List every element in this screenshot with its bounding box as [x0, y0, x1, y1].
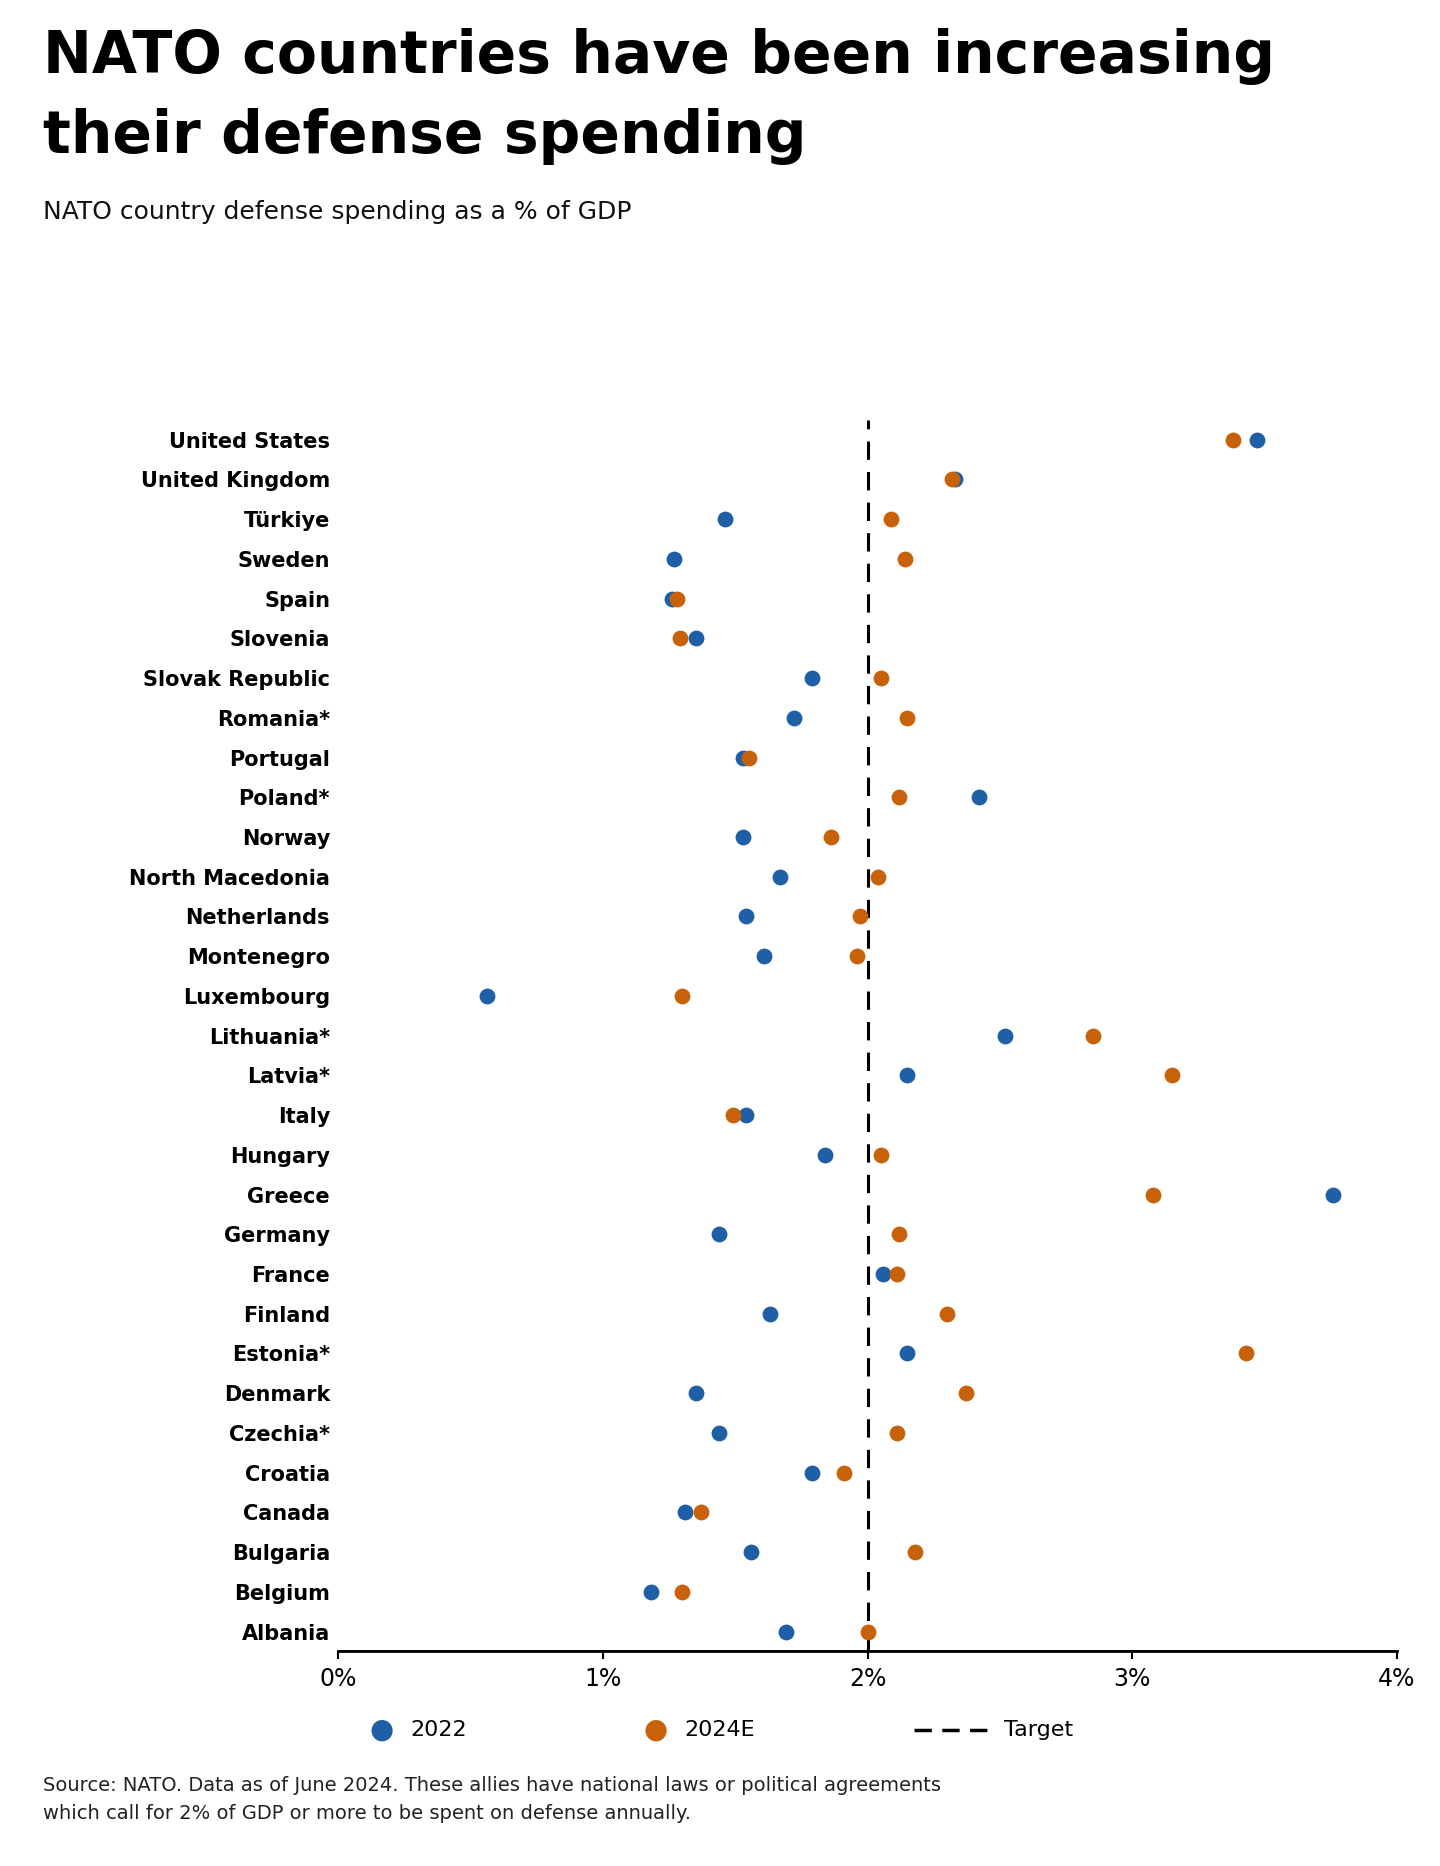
Point — [1142, 1179, 1165, 1209]
Point — [886, 1418, 909, 1448]
Point — [896, 1060, 919, 1090]
Point — [880, 504, 903, 534]
Point — [896, 703, 919, 733]
Point — [639, 1577, 662, 1607]
Point — [1234, 1338, 1257, 1368]
Point — [708, 1218, 732, 1248]
Point — [801, 662, 824, 692]
Point — [721, 1101, 744, 1131]
Point — [737, 743, 760, 773]
Point — [943, 465, 966, 494]
Point — [674, 1497, 697, 1526]
Point — [1081, 1021, 1104, 1051]
Point — [684, 1379, 707, 1409]
Text: Target: Target — [1004, 1720, 1073, 1739]
Point — [671, 982, 694, 1011]
Point — [893, 545, 916, 575]
Point — [759, 1299, 782, 1329]
Point — [832, 1457, 855, 1487]
Point — [867, 862, 890, 892]
Point — [713, 504, 736, 534]
Point — [870, 1140, 893, 1170]
Point — [896, 1338, 919, 1368]
Point — [782, 703, 805, 733]
Text: NATO countries have been increasing: NATO countries have been increasing — [43, 28, 1276, 86]
Point — [994, 1021, 1017, 1051]
Point — [684, 623, 707, 653]
Point — [870, 662, 893, 692]
Point — [732, 823, 755, 853]
Point — [769, 862, 792, 892]
Text: Source: NATO. Data as of June 2024. These allies have national laws or political: Source: NATO. Data as of June 2024. Thes… — [43, 1776, 942, 1823]
Point — [732, 743, 755, 773]
Point — [940, 465, 963, 494]
Text: 2024E: 2024E — [684, 1720, 755, 1739]
Point — [936, 1299, 959, 1329]
Point — [1322, 1179, 1345, 1209]
Point — [690, 1497, 713, 1526]
Point — [662, 545, 685, 575]
Point — [888, 782, 912, 812]
Point — [801, 1457, 824, 1487]
Point — [708, 1418, 732, 1448]
Point — [814, 1140, 837, 1170]
Point — [953, 1379, 976, 1409]
Point — [475, 982, 498, 1011]
Point — [775, 1616, 798, 1646]
Point — [968, 782, 991, 812]
Point — [1221, 425, 1244, 455]
Point — [671, 1577, 694, 1607]
Point — [1246, 425, 1269, 455]
Point — [753, 940, 776, 970]
Point — [848, 901, 871, 931]
Point — [886, 1260, 909, 1289]
Point — [661, 584, 684, 614]
Point — [819, 823, 842, 853]
Point — [740, 1538, 763, 1567]
Point — [1161, 1060, 1184, 1090]
Point — [845, 940, 868, 970]
Point — [665, 584, 688, 614]
Point — [734, 1101, 757, 1131]
Point — [855, 1616, 878, 1646]
Point — [873, 1260, 896, 1289]
Point — [668, 623, 691, 653]
Text: ●: ● — [644, 1715, 667, 1745]
Text: 2022: 2022 — [410, 1720, 467, 1739]
Point — [888, 1218, 912, 1248]
Point — [734, 901, 757, 931]
Point — [904, 1538, 927, 1567]
Text: their defense spending: their defense spending — [43, 108, 806, 166]
Text: ●: ● — [370, 1715, 393, 1745]
Text: NATO country defense spending as a % of GDP: NATO country defense spending as a % of … — [43, 200, 632, 224]
